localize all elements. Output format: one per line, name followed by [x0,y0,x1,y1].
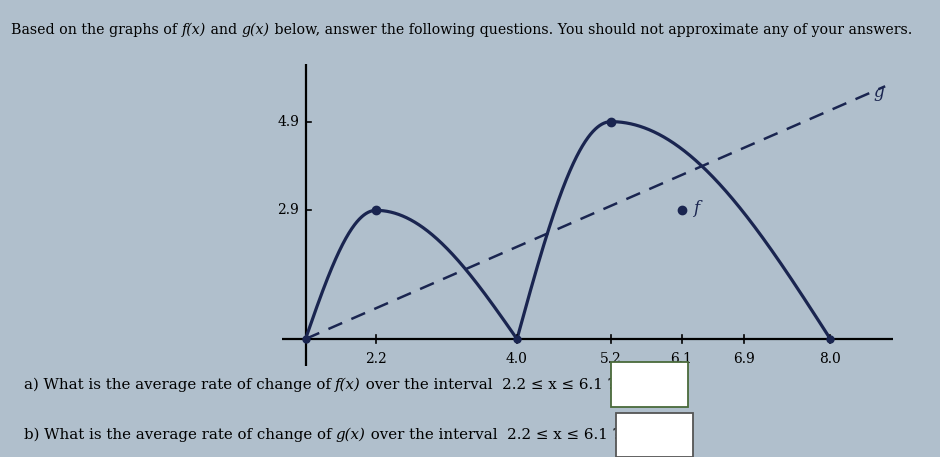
Text: over the interval  2.2 ≤ x ≤ 6.1 ?: over the interval 2.2 ≤ x ≤ 6.1 ? [366,428,620,442]
Text: f: f [694,200,699,217]
Text: 6.9: 6.9 [733,352,755,367]
Text: f(x): f(x) [182,23,206,37]
Text: b) What is the average rate of change of: b) What is the average rate of change of [24,428,336,442]
Text: 5.2: 5.2 [600,352,622,367]
Text: 4.9: 4.9 [277,115,299,128]
Text: 2.9: 2.9 [277,203,299,218]
Text: 2.2: 2.2 [365,352,387,367]
Text: 4.0: 4.0 [506,352,528,367]
Text: below, answer the following questions. You should not approximate any of your an: below, answer the following questions. Y… [270,23,912,37]
Text: Based on the graphs of: Based on the graphs of [11,23,182,37]
Text: 2: 2 [645,369,654,383]
Text: over the interval  2.2 ≤ x ≤ 6.1 ?: over the interval 2.2 ≤ x ≤ 6.1 ? [361,377,616,392]
Text: f(x): f(x) [336,377,361,392]
Text: 8.0: 8.0 [820,352,841,367]
Text: g(x): g(x) [336,428,366,442]
Text: a) What is the average rate of change of: a) What is the average rate of change of [24,377,336,392]
Text: 3.9: 3.9 [637,388,662,403]
Text: 6.1: 6.1 [670,352,693,367]
Text: g: g [873,85,884,101]
Text: and: and [206,23,242,37]
Text: g(x): g(x) [242,23,270,37]
FancyBboxPatch shape [616,413,693,457]
FancyBboxPatch shape [611,362,688,407]
